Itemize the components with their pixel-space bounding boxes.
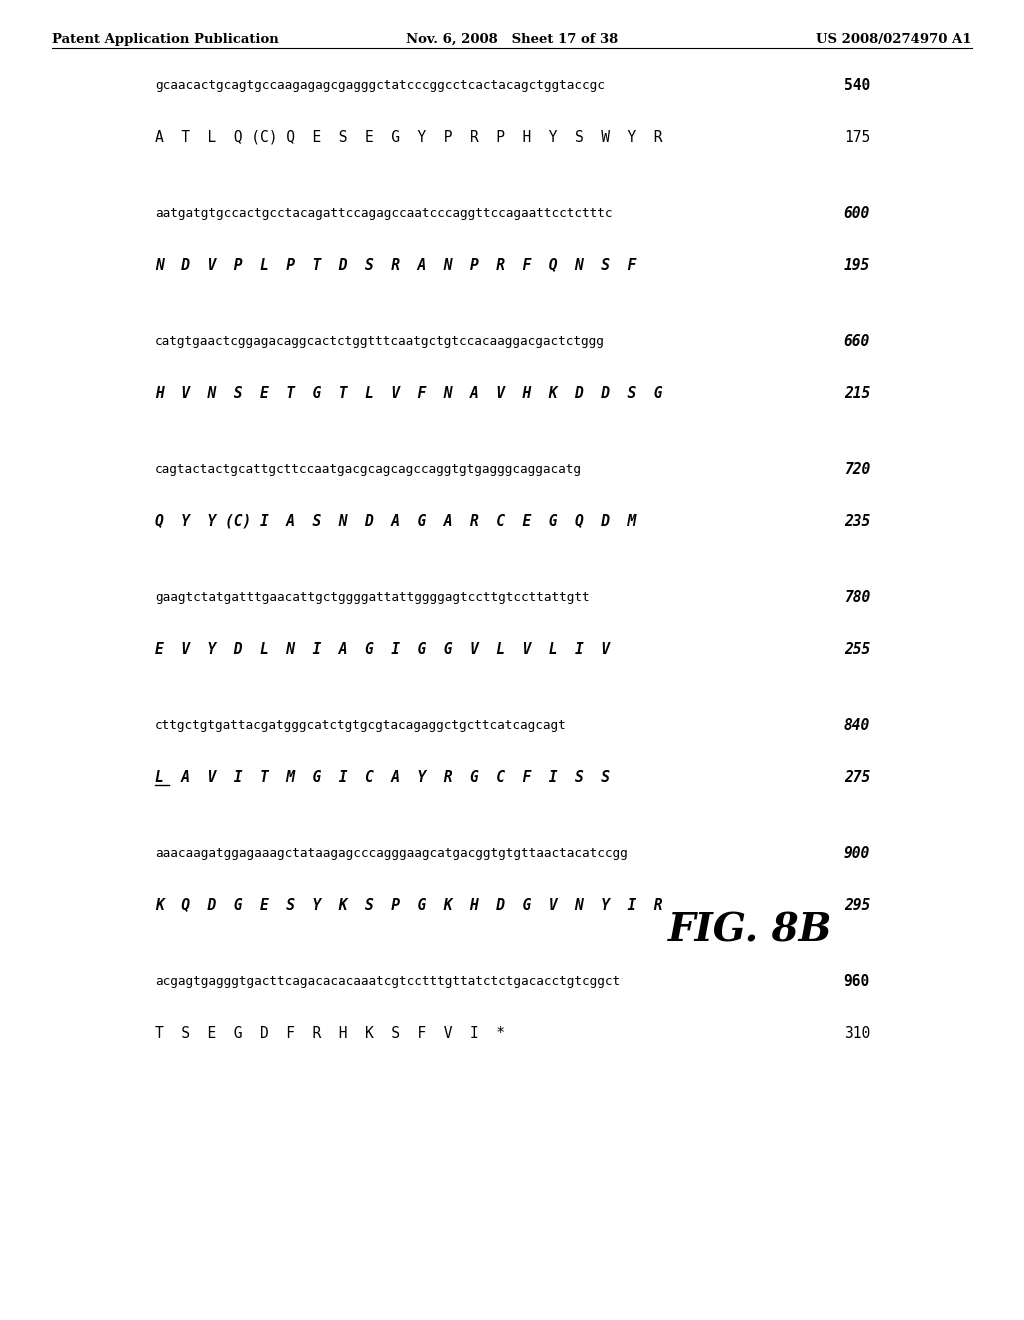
- Text: catgtgaactcggagacaggcactctggtttcaatgctgtccacaaggacgactctggg: catgtgaactcggagacaggcactctggtttcaatgctgt…: [155, 334, 605, 347]
- Text: aatgatgtgccactgcctacagattccagagccaatcccaggttccagaattcctctttc: aatgatgtgccactgcctacagattccagagccaatccca…: [155, 206, 612, 219]
- Text: E  V  Y  D  L  N  I  A  G  I  G  G  V  L  V  L  I  V: E V Y D L N I A G I G G V L V L I V: [155, 642, 610, 656]
- Text: cagtactactgcattgcttccaatgacgcagcagccaggtgtgagggcaggacatg: cagtactactgcattgcttccaatgacgcagcagccaggt…: [155, 462, 582, 475]
- Text: 960: 960: [844, 974, 870, 989]
- Text: 275: 275: [844, 770, 870, 784]
- Text: 215: 215: [844, 385, 870, 400]
- Text: 295: 295: [844, 898, 870, 912]
- Text: 310: 310: [844, 1026, 870, 1040]
- Text: N  D  V  P  L  P  T  D  S  R  A  N  P  R  F  Q  N  S  F: N D V P L P T D S R A N P R F Q N S F: [155, 257, 636, 272]
- Text: 195: 195: [844, 257, 870, 272]
- Text: aaacaagatggagaaagctataagagcccagggaagcatgacggtgtgttaactacatccgg: aaacaagatggagaaagctataagagcccagggaagcatg…: [155, 846, 628, 859]
- Text: US 2008/0274970 A1: US 2008/0274970 A1: [816, 33, 972, 46]
- Text: L  A  V  I  T  M  G  I  C  A  Y  R  G  C  F  I  S  S: L A V I T M G I C A Y R G C F I S S: [155, 770, 610, 784]
- Text: 840: 840: [844, 718, 870, 733]
- Text: cttgctgtgattacgatgggcatctgtgcgtacagaggctgcttcatcagcagt: cttgctgtgattacgatgggcatctgtgcgtacagaggct…: [155, 718, 566, 731]
- Text: A  T  L  Q (C) Q  E  S  E  G  Y  P  R  P  H  Y  S  W  Y  R: A T L Q (C) Q E S E G Y P R P H Y S W Y …: [155, 129, 663, 144]
- Text: acgagtgagggtgacttcagacacacaaatcgtcctttgttatctctgacacctgtcggct: acgagtgagggtgacttcagacacacaaatcgtcctttgt…: [155, 974, 621, 987]
- Text: gaagtctatgatttgaacattgctggggattattggggagtccttgtccttattgtt: gaagtctatgatttgaacattgctggggattattggggag…: [155, 590, 590, 603]
- Text: 255: 255: [844, 642, 870, 656]
- Text: FIG. 8B: FIG. 8B: [668, 911, 833, 949]
- Text: 600: 600: [844, 206, 870, 220]
- Text: Q  Y  Y (C) I  A  S  N  D  A  G  A  R  C  E  G  Q  D  M: Q Y Y (C) I A S N D A G A R C E G Q D M: [155, 513, 636, 528]
- Text: 235: 235: [844, 513, 870, 528]
- Text: H  V  N  S  E  T  G  T  L  V  F  N  A  V  H  K  D  D  S  G: H V N S E T G T L V F N A V H K D D S G: [155, 385, 663, 400]
- Text: 175: 175: [844, 129, 870, 144]
- Text: K  Q  D  G  E  S  Y  K  S  P  G  K  H  D  G  V  N  Y  I  R: K Q D G E S Y K S P G K H D G V N Y I R: [155, 898, 663, 912]
- Text: 780: 780: [844, 590, 870, 605]
- Text: T  S  E  G  D  F  R  H  K  S  F  V  I  *: T S E G D F R H K S F V I *: [155, 1026, 505, 1040]
- Text: Patent Application Publication: Patent Application Publication: [52, 33, 279, 46]
- Text: 720: 720: [844, 462, 870, 477]
- Text: 660: 660: [844, 334, 870, 348]
- Text: 540: 540: [844, 78, 870, 92]
- Text: gcaacactgcagtgccaagagagcgagggctatcccggcctcactacagctggtaccgc: gcaacactgcagtgccaagagagcgagggctatcccggcc…: [155, 78, 605, 91]
- Text: 900: 900: [844, 846, 870, 861]
- Text: Nov. 6, 2008   Sheet 17 of 38: Nov. 6, 2008 Sheet 17 of 38: [406, 33, 618, 46]
